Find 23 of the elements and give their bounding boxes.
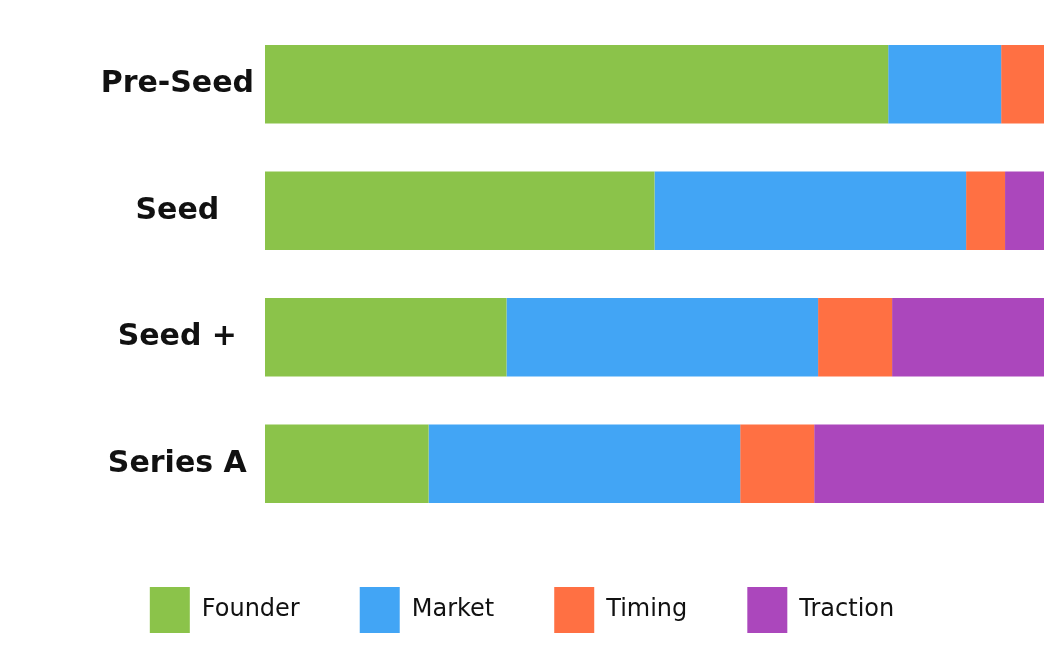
legend-label: Market (411, 594, 495, 623)
bar (1001, 45, 1044, 124)
bar (1005, 171, 1044, 250)
bar (966, 171, 1006, 250)
y-tick-label: Series A (107, 443, 248, 479)
legend-label: Traction (798, 594, 895, 623)
bar (428, 424, 741, 503)
legend-label: Timing (605, 594, 688, 623)
y-tick-label: Pre-Seed (100, 64, 254, 100)
bar (265, 171, 655, 250)
bar (265, 298, 507, 377)
bar (265, 45, 889, 124)
bar (818, 298, 893, 377)
bar (740, 424, 815, 503)
bar (506, 298, 819, 377)
legend-label: Founder (201, 594, 300, 623)
y-tick-label: Seed + (117, 317, 237, 353)
y-tick-label: Seed (135, 190, 220, 226)
bar (814, 424, 1044, 503)
bar (888, 45, 1002, 124)
bar (265, 424, 429, 503)
bar (892, 298, 1044, 377)
bar (654, 171, 967, 250)
